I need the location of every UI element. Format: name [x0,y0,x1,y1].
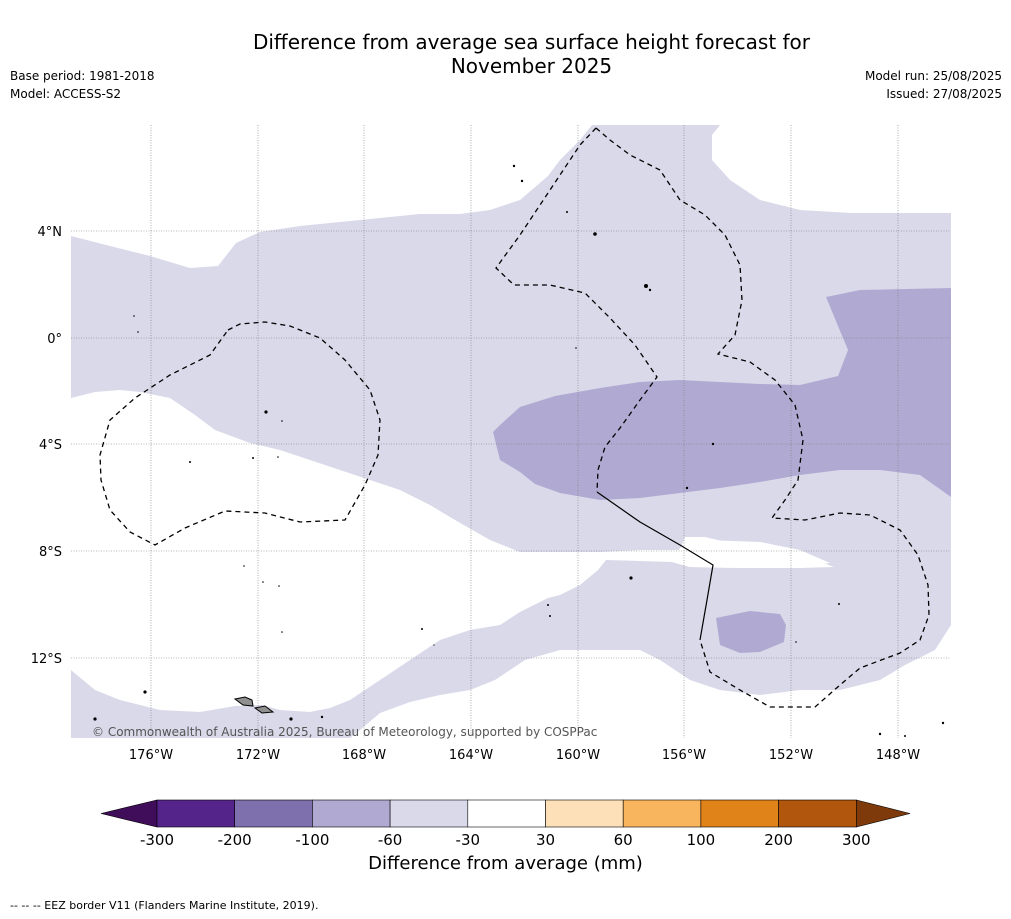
lon-label: 164°W [449,748,493,763]
eez-borders [99,127,930,708]
lon-axis-labels: 176°W 172°W 168°W 164°W 160°W 156°W 152°… [129,748,920,763]
lon-label: 152°W [769,748,813,763]
eez-solid-border [596,491,714,641]
colorbar-bin [467,799,546,828]
lat-label: 0° [47,332,62,347]
title-line-2: November 2025 [450,54,613,78]
colorbar-tick-label: -100 [295,831,329,849]
eez-border-central [495,127,658,493]
eez-border-east [595,127,930,708]
lat-label: 8°S [39,545,62,560]
colorbar-bin [622,799,702,828]
anomaly-medium-region [493,288,951,500]
eez-border-west [99,321,381,546]
map-area [71,125,951,738]
model-text: Model: ACCESS-S2 [10,87,122,101]
lon-label: 176°W [129,748,173,763]
lat-label: 12°S [31,652,62,667]
lat-label: 4°N [38,225,63,240]
meta-right: Model run: 25/08/2025 Issued: 27/08/2025 [865,67,1002,103]
island-savaii [233,696,254,707]
model-run-text: Model run: 25/08/2025 [864,69,1002,83]
colorbar-tick-label: 60 [614,831,633,849]
colorbar-extend-low [100,799,158,828]
lat-axis-labels: 4°N 0° 4°S 8°S 12°S [31,225,62,667]
title-line-1: Difference from average sea surface heig… [252,30,811,54]
colorbar-tick-label: 200 [764,831,793,849]
colorbar-tick-label: -30 [456,831,481,849]
lat-label: 4°S [39,438,62,453]
colorbar-bin [778,799,857,828]
lon-label: 168°W [342,748,386,763]
colorbar-tick-label: 100 [687,831,716,849]
lon-label: 148°W [876,748,920,763]
colorbar-bin [234,799,313,828]
copyright-text: © Commonwealth of Australia 2025, Bureau… [92,725,597,739]
colorbar-title: Difference from average (mm) [368,853,643,874]
footer-note: -- -- -- EEZ border V11 (Flanders Marine… [10,899,319,912]
meta-left: Base period: 1981-2018 Model: ACCESS-S2 [10,67,155,103]
colorbar-tick-label: -300 [140,831,174,849]
issued-text: Issued: 27/08/2025 [886,87,1002,101]
colorbar-tick-label: -200 [218,831,252,849]
colorbar-tick-label: 30 [536,831,555,849]
islands [93,164,945,737]
colorbar-bin [389,799,469,828]
lon-label: 160°W [556,748,600,763]
lon-label: 172°W [236,748,280,763]
gridlines [71,125,951,738]
base-period-text: Base period: 1981-2018 [10,69,155,83]
lon-label: 156°W [662,748,706,763]
colorbar-bin [312,799,391,828]
anomaly-neutral-pocket [672,540,830,568]
anomaly-medium-region-south [716,611,786,653]
colorbar-bin [700,799,779,828]
map-title: Difference from average sea surface heig… [200,30,863,78]
colorbar-bin [156,799,235,828]
colorbar-tick-label: -60 [378,831,403,849]
colorbar-bin [545,799,624,828]
colorbar-tick-label: 300 [842,831,871,849]
colorbar-extend-high [855,799,911,828]
island-upolu [253,705,275,714]
